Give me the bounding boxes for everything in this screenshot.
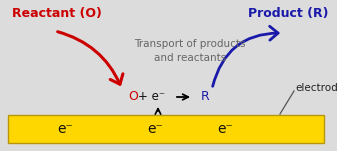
Text: Reactant (O): Reactant (O) xyxy=(12,6,102,19)
Text: Transport of products
and reactants: Transport of products and reactants xyxy=(134,39,246,63)
Text: + e⁻: + e⁻ xyxy=(139,90,165,103)
Text: R: R xyxy=(201,90,209,103)
Text: e⁻: e⁻ xyxy=(217,122,233,136)
Text: Product (R): Product (R) xyxy=(248,6,329,19)
FancyBboxPatch shape xyxy=(8,115,324,143)
Text: e⁻: e⁻ xyxy=(57,122,73,136)
FancyArrowPatch shape xyxy=(58,32,123,84)
Text: electrode: electrode xyxy=(295,83,337,93)
Text: O: O xyxy=(128,90,138,103)
Text: e⁻: e⁻ xyxy=(147,122,163,136)
FancyArrowPatch shape xyxy=(213,26,278,86)
